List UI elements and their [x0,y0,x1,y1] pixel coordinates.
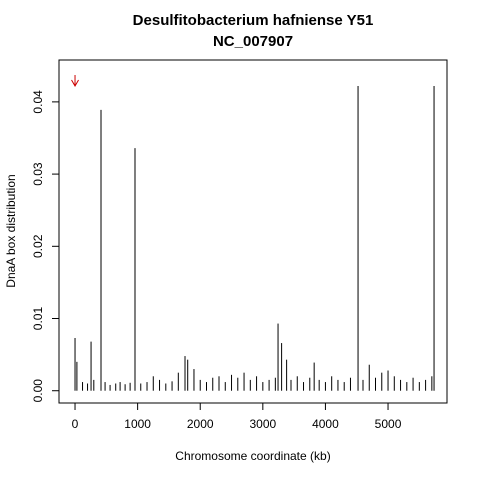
y-tick-label: 0.02 [31,234,45,258]
y-tick-label: 0.00 [31,379,45,403]
chart-subtitle: NC_007907 [213,33,293,50]
y-tick-label: 0.04 [31,90,45,114]
x-tick-label: 3000 [249,417,276,431]
y-tick-label: 0.01 [31,307,45,331]
x-tick-label: 0 [72,417,79,431]
x-tick-label: 1000 [124,417,151,431]
x-tick-label: 2000 [187,417,214,431]
x-tick-label: 5000 [375,417,402,431]
y-axis-label: DnaA box distribution [4,174,18,287]
chart-title: Desulfitobacterium hafniense Y51 [133,12,374,29]
x-tick-label: 4000 [312,417,339,431]
x-axis-label: Chromosome coordinate (kb) [175,449,330,463]
origin-arrow [71,75,79,87]
y-tick-label: 0.03 [31,162,45,186]
